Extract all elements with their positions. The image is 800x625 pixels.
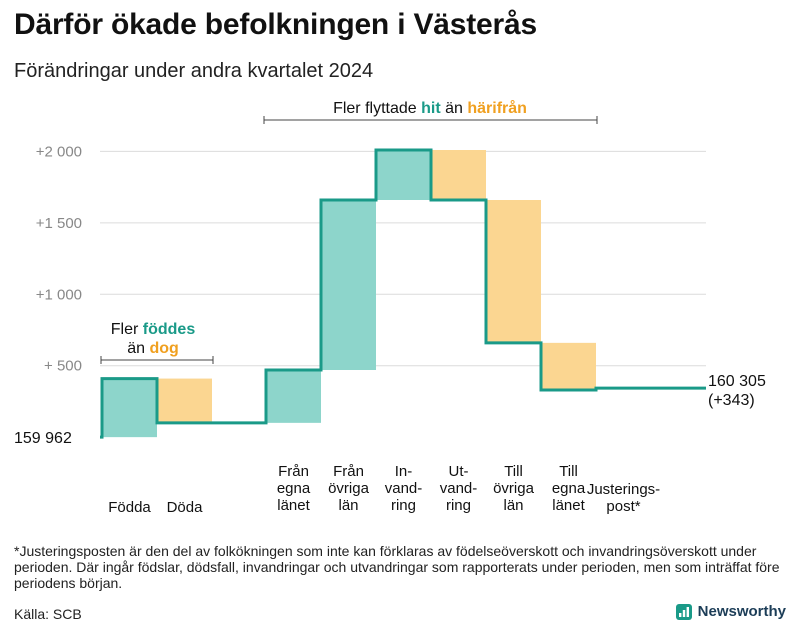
- category-label: Döda: [167, 499, 204, 516]
- baseline-population-label: 159 962: [14, 430, 72, 447]
- chart-title: Därför ökade befolkningen i Västerås: [14, 8, 537, 41]
- waterfall-bar: [321, 200, 376, 370]
- waterfall-chart: + 500 +1 000 +1 500 +2 000 159 962 160 305 (+3…: [14, 99, 766, 516]
- annotation-births-line2: än dog: [127, 340, 179, 357]
- brand-name: Newsworthy: [697, 603, 786, 620]
- waterfall-bar: [376, 150, 431, 200]
- annotation-migration: Fler flyttade hit än härifrån: [333, 99, 527, 117]
- category-label: Från egna länet: [277, 463, 311, 514]
- y-tick-label: +1 000: [36, 286, 82, 303]
- end-population-label: 160 305: [708, 373, 766, 390]
- category-label: Till egna länet: [552, 463, 586, 514]
- category-label: Ut-vand-ring: [440, 463, 478, 514]
- waterfall-bar: [266, 370, 321, 423]
- newsworthy-icon: [675, 603, 692, 620]
- y-tick-label: +2 000: [36, 143, 82, 160]
- waterfall-bar: [541, 342, 596, 390]
- brand-logo: Newsworthy: [675, 603, 786, 620]
- category-label: Födda: [108, 499, 151, 516]
- waterfall-bar: [157, 378, 212, 423]
- waterfall-bar: [431, 150, 486, 200]
- waterfall-bar: [486, 200, 541, 343]
- source-label: Källa: SCB: [14, 606, 82, 622]
- category-label: Från övriga län: [328, 463, 370, 514]
- chart-subtitle: Förändringar under andra kvartalet 2024: [14, 60, 374, 82]
- net-change-label: (+343): [708, 392, 755, 409]
- y-tick-label: +1 500: [36, 215, 82, 232]
- category-label: In-vand-ring: [385, 463, 423, 514]
- footnote: *Justeringsposten är den del av folkökni…: [14, 543, 780, 591]
- category-label: Till övriga län: [493, 463, 535, 514]
- category-label: Justerings-post*: [587, 481, 660, 515]
- waterfall-bar: [102, 378, 157, 438]
- annotation-births-line1: Fler föddes: [111, 321, 196, 338]
- cumulative-step-line: [100, 148, 706, 439]
- y-tick-label: + 500: [44, 358, 82, 375]
